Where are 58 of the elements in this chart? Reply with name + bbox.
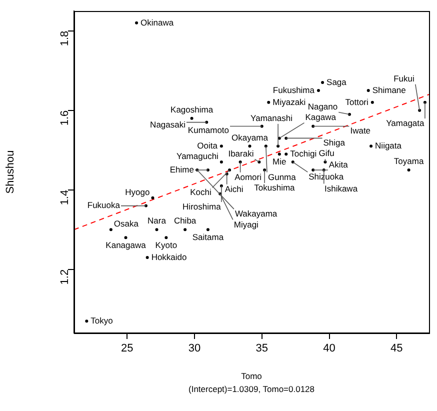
text: Nagasaki bbox=[150, 119, 186, 130]
series-label: Ibaraki bbox=[228, 148, 254, 158]
series-label: Tokushima bbox=[254, 182, 296, 193]
series-label: Yamaguchi bbox=[176, 151, 219, 162]
text: (Intercept)=1.0309, Tomo=0.0128 bbox=[188, 384, 315, 394]
y-axis-title: Shushou bbox=[4, 150, 17, 194]
series-label: Okinawa bbox=[140, 17, 174, 28]
series-label: Tokyo bbox=[90, 315, 114, 326]
series-label: Gifu bbox=[318, 148, 335, 158]
series-label: Akita bbox=[328, 160, 348, 170]
series-label: Osaka bbox=[114, 218, 139, 229]
series-label: Kyoto bbox=[155, 240, 178, 250]
series-label: Okayama bbox=[232, 132, 268, 142]
series-label: Saga bbox=[326, 76, 347, 87]
y-tick-label: 1.4 bbox=[59, 190, 72, 206]
series-label: Hokkaido bbox=[151, 252, 188, 262]
text: Shiga bbox=[323, 137, 346, 148]
series-label: Yamagata bbox=[386, 118, 425, 128]
series-label: Mie bbox=[272, 156, 287, 167]
series-label: Aomori bbox=[234, 172, 262, 182]
x-tick-label: 40 bbox=[323, 342, 336, 355]
series-label: Tochigi bbox=[290, 148, 317, 158]
text: Fukuoka bbox=[87, 200, 120, 210]
text: Wakayama bbox=[234, 208, 278, 219]
series-label: Saitama bbox=[192, 232, 224, 242]
y-tick-label: 1.6 bbox=[59, 110, 72, 126]
x-tick-label: 45 bbox=[390, 342, 403, 355]
series-label: Tottori bbox=[345, 96, 368, 107]
x-tick-label: 30 bbox=[188, 342, 201, 355]
text: Gunma bbox=[268, 172, 296, 182]
text: Iwate bbox=[350, 125, 371, 136]
series-label: Ooita bbox=[197, 140, 218, 151]
series-label: Hyogo bbox=[125, 186, 150, 197]
series-label: Kagoshima bbox=[170, 104, 214, 114]
series-label: Miyazaki bbox=[272, 96, 306, 107]
series-label: Ishikawa bbox=[324, 183, 358, 194]
series-label: Shimane bbox=[372, 84, 406, 95]
x-axis-title: Tomo bbox=[241, 371, 262, 381]
y-tick-label: 1.8 bbox=[59, 30, 72, 46]
series-label: Aichi bbox=[224, 184, 244, 194]
series-label: Nagano bbox=[308, 101, 338, 112]
series-label: Niigata bbox=[375, 140, 402, 151]
series-label: Chiba bbox=[174, 216, 196, 226]
x-tick-label: 35 bbox=[256, 342, 268, 355]
series-label: Kanagawa bbox=[106, 240, 146, 250]
text: Kumamoto bbox=[188, 124, 230, 135]
text: Yamanashi bbox=[250, 112, 293, 123]
x-tick-label: 25 bbox=[120, 342, 134, 355]
series-label: Fukushima bbox=[272, 84, 315, 95]
series-label: Nara bbox=[148, 216, 166, 226]
series-label: Toyama bbox=[394, 156, 424, 166]
text: Miyagi bbox=[234, 219, 259, 230]
text: Kochi bbox=[190, 187, 212, 198]
series-label: Ehime bbox=[170, 164, 194, 174]
text: Fukui bbox=[394, 73, 414, 84]
y-tick-label: 1.2 bbox=[59, 269, 72, 285]
series-label: Hiroshima bbox=[182, 202, 222, 212]
text: Kagawa bbox=[305, 112, 336, 122]
